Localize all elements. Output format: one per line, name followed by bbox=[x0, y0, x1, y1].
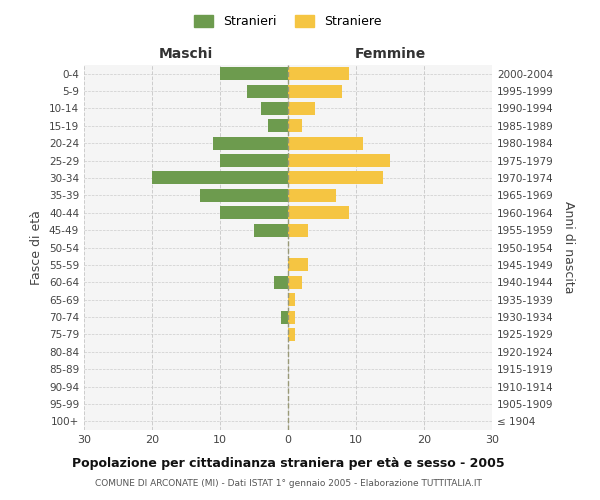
Bar bbox=[261, 102, 288, 115]
Bar bbox=[288, 84, 343, 98]
Y-axis label: Fasce di età: Fasce di età bbox=[31, 210, 43, 285]
Bar bbox=[288, 154, 390, 167]
Bar bbox=[274, 276, 288, 289]
Legend: Stranieri, Straniere: Stranieri, Straniere bbox=[190, 10, 386, 33]
Bar bbox=[288, 67, 349, 80]
Bar bbox=[288, 102, 315, 115]
Text: COMUNE DI ARCONATE (MI) - Dati ISTAT 1° gennaio 2005 - Elaborazione TUTTITALIA.I: COMUNE DI ARCONATE (MI) - Dati ISTAT 1° … bbox=[95, 479, 481, 488]
Bar bbox=[288, 258, 308, 272]
Bar bbox=[220, 154, 288, 167]
Bar bbox=[268, 120, 288, 132]
Bar bbox=[152, 172, 288, 184]
Bar bbox=[288, 206, 349, 220]
Bar bbox=[288, 310, 295, 324]
Bar bbox=[288, 328, 295, 341]
Bar bbox=[220, 67, 288, 80]
Bar bbox=[288, 136, 363, 149]
Bar bbox=[288, 120, 302, 132]
Bar bbox=[247, 84, 288, 98]
Y-axis label: Anni di nascita: Anni di nascita bbox=[562, 201, 575, 294]
Bar bbox=[288, 293, 295, 306]
Text: Popolazione per cittadinanza straniera per età e sesso - 2005: Popolazione per cittadinanza straniera p… bbox=[71, 458, 505, 470]
Text: Femmine: Femmine bbox=[355, 48, 425, 62]
Bar bbox=[288, 172, 383, 184]
Bar bbox=[200, 189, 288, 202]
Bar bbox=[213, 136, 288, 149]
Bar bbox=[281, 310, 288, 324]
Bar bbox=[288, 224, 308, 236]
Bar bbox=[254, 224, 288, 236]
Text: Maschi: Maschi bbox=[159, 48, 213, 62]
Bar bbox=[288, 189, 335, 202]
Bar bbox=[288, 276, 302, 289]
Bar bbox=[220, 206, 288, 220]
